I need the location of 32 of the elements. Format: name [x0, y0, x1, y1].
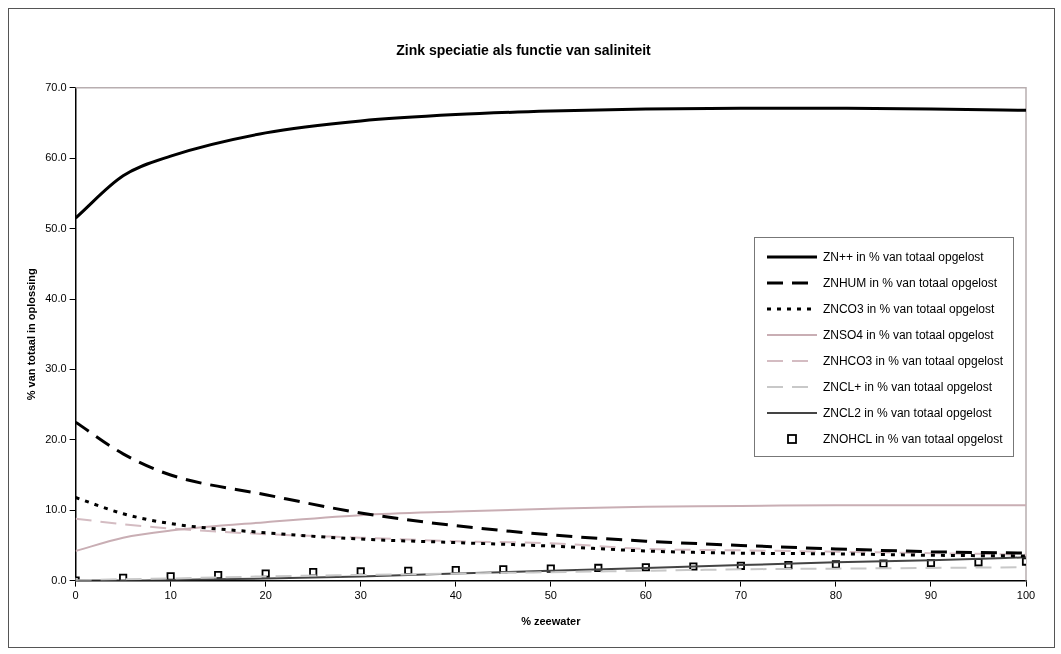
y-tick-label: 40.0 [45, 292, 67, 305]
x-tick-label: 80 [829, 589, 843, 602]
y-tick-label: 50.0 [45, 221, 67, 234]
x-tick-label: 60 [639, 589, 652, 602]
y-tick-label: 20.0 [45, 432, 67, 445]
legend-label: ZNOHCL in % van totaal opgelost [822, 432, 1003, 446]
x-axis-title: % zeewater [521, 615, 582, 628]
x-tick-label: 10 [164, 589, 177, 602]
legend-label: ZNCL+ in % van totaal opgelost [822, 380, 993, 394]
x-tick-label: 100 [1016, 589, 1036, 602]
y-tick-label: 60.0 [45, 151, 67, 164]
x-tick-label: 40 [449, 589, 462, 602]
y-axis-title: % van totaal in oplossing [24, 268, 37, 401]
x-tick-label: 70 [734, 589, 748, 602]
x-tick-label: 90 [924, 589, 938, 602]
x-tick-label: 50 [544, 589, 557, 602]
line-series [75, 504, 1026, 553]
legend-label: ZN++ in % van totaal opgelost [822, 250, 984, 264]
y-tick-label: 10.0 [45, 503, 67, 516]
legend-label: ZNHCO3 in % van totaal opgelost [822, 354, 1003, 368]
legend-label: ZNCO3 in % van totaal opgelost [822, 302, 995, 316]
line-series [75, 517, 1026, 556]
legend-label: ZNHUM in % van totaal opgelost [822, 276, 997, 290]
y-tick-label: 0.0 [51, 573, 67, 586]
legend-label: ZNCL2 in % van totaal opgelost [822, 406, 992, 420]
x-tick-label: 0 [72, 589, 79, 602]
chart-title: Zink speciatie als functie van saliniteit [396, 42, 652, 59]
y-tick-label: 30.0 [45, 362, 67, 375]
y-tick-label: 70.0 [45, 80, 67, 93]
x-tick-label: 30 [354, 589, 367, 602]
legend-label: ZNSO4 in % van totaal opgelost [822, 328, 994, 342]
x-tick-label: 20 [259, 589, 272, 602]
